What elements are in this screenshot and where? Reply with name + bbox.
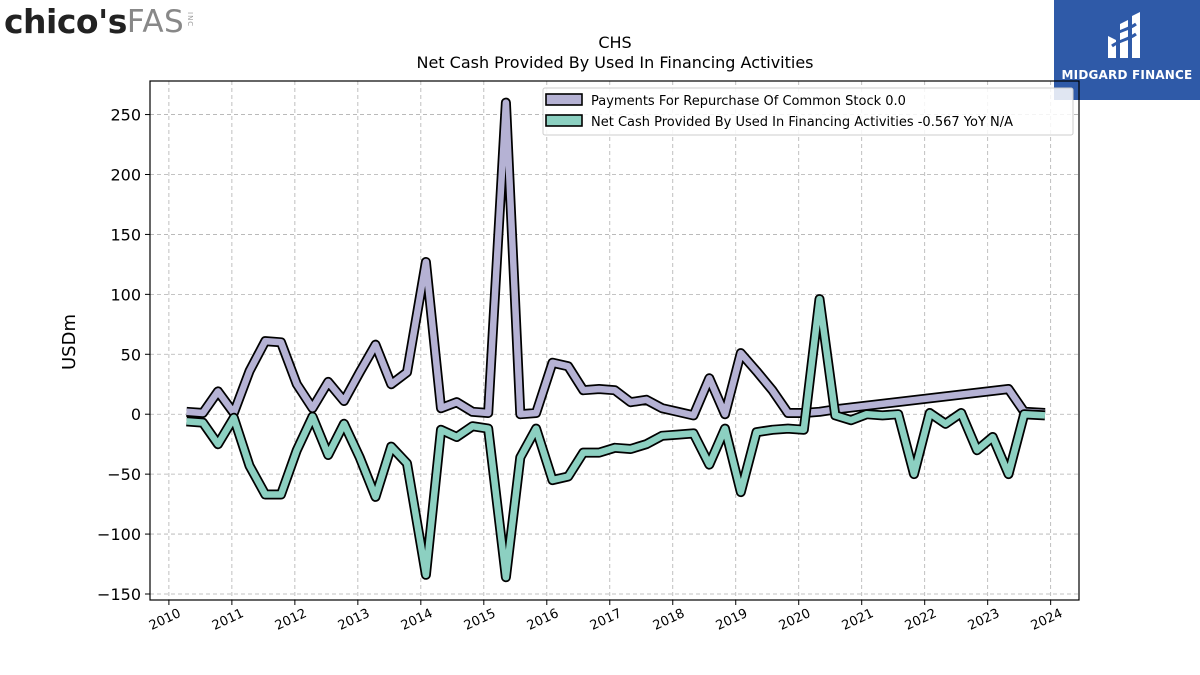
legend-swatch-repurchase (545, 93, 583, 106)
chart-subtitle: Net Cash Provided By Used In Financing A… (416, 53, 813, 72)
x-tick-label: 2011 (210, 606, 246, 634)
logo-wordmark: chico's (4, 2, 127, 41)
x-tick-label: 2022 (903, 606, 939, 634)
logo-wordmark-suffix: FAS (126, 4, 185, 40)
x-tick-label: 2014 (399, 606, 435, 634)
grid-lines (150, 81, 1079, 600)
legend-entry-financing: Net Cash Provided By Used In Financing A… (591, 115, 1013, 130)
x-tick-label: 2015 (462, 606, 498, 634)
badge-label: MIDGARD FINANCE (1061, 68, 1193, 82)
y-tick-label: 0 (131, 405, 141, 424)
chicos-fas-logo: chico's FAS INC (4, 2, 194, 42)
x-tick-label: 2016 (525, 606, 561, 634)
y-tick-label: −50 (107, 465, 141, 484)
x-tick-label: 2012 (273, 606, 309, 634)
x-tick-label: 2020 (777, 606, 813, 634)
x-tick-label: 2021 (840, 606, 876, 634)
x-tick-label: 2019 (714, 606, 750, 634)
series-lines (186, 97, 1046, 583)
midgard-logo-icon (1108, 12, 1140, 58)
logo-inc-mark: INC (186, 12, 195, 28)
legend-swatch-financing (545, 114, 583, 127)
legend-entry-repurchase: Payments For Repurchase Of Common Stock … (591, 94, 906, 109)
x-tick-label: 2013 (336, 606, 372, 634)
y-tick-label: −150 (97, 585, 141, 604)
axes-frame (149, 80, 1080, 601)
y-tick-label: 200 (110, 165, 141, 184)
x-tick-label: 2023 (966, 606, 1002, 634)
series-line-financing-outline (186, 294, 1046, 583)
x-tick-label: 2018 (651, 606, 687, 634)
y-tick-label: 150 (110, 225, 141, 244)
midgard-finance-badge: MIDGARD FINANCE (1054, 0, 1200, 100)
axis-ticks: 250 200 150 100 50 0 −50 −100 −150 2010 2011 2012 20… (97, 106, 1065, 634)
x-tick-label: 2017 (588, 606, 624, 634)
x-tick-label: 2010 (147, 606, 183, 634)
y-axis-label: USDm (59, 314, 80, 370)
series-line-repurchase (186, 99, 1046, 419)
legend-frame (542, 87, 1074, 136)
y-tick-label: 50 (121, 345, 141, 364)
series-line-financing (186, 295, 1046, 581)
legend: Payments For Repurchase Of Common Stock … (542, 87, 1074, 136)
series-line-repurchase-outline (186, 97, 1046, 421)
y-tick-label: 100 (110, 285, 141, 304)
chart-title: CHS (598, 33, 631, 52)
x-tick-label: 2024 (1029, 606, 1065, 634)
y-tick-label: 250 (110, 106, 141, 125)
y-tick-label: −100 (97, 525, 141, 544)
